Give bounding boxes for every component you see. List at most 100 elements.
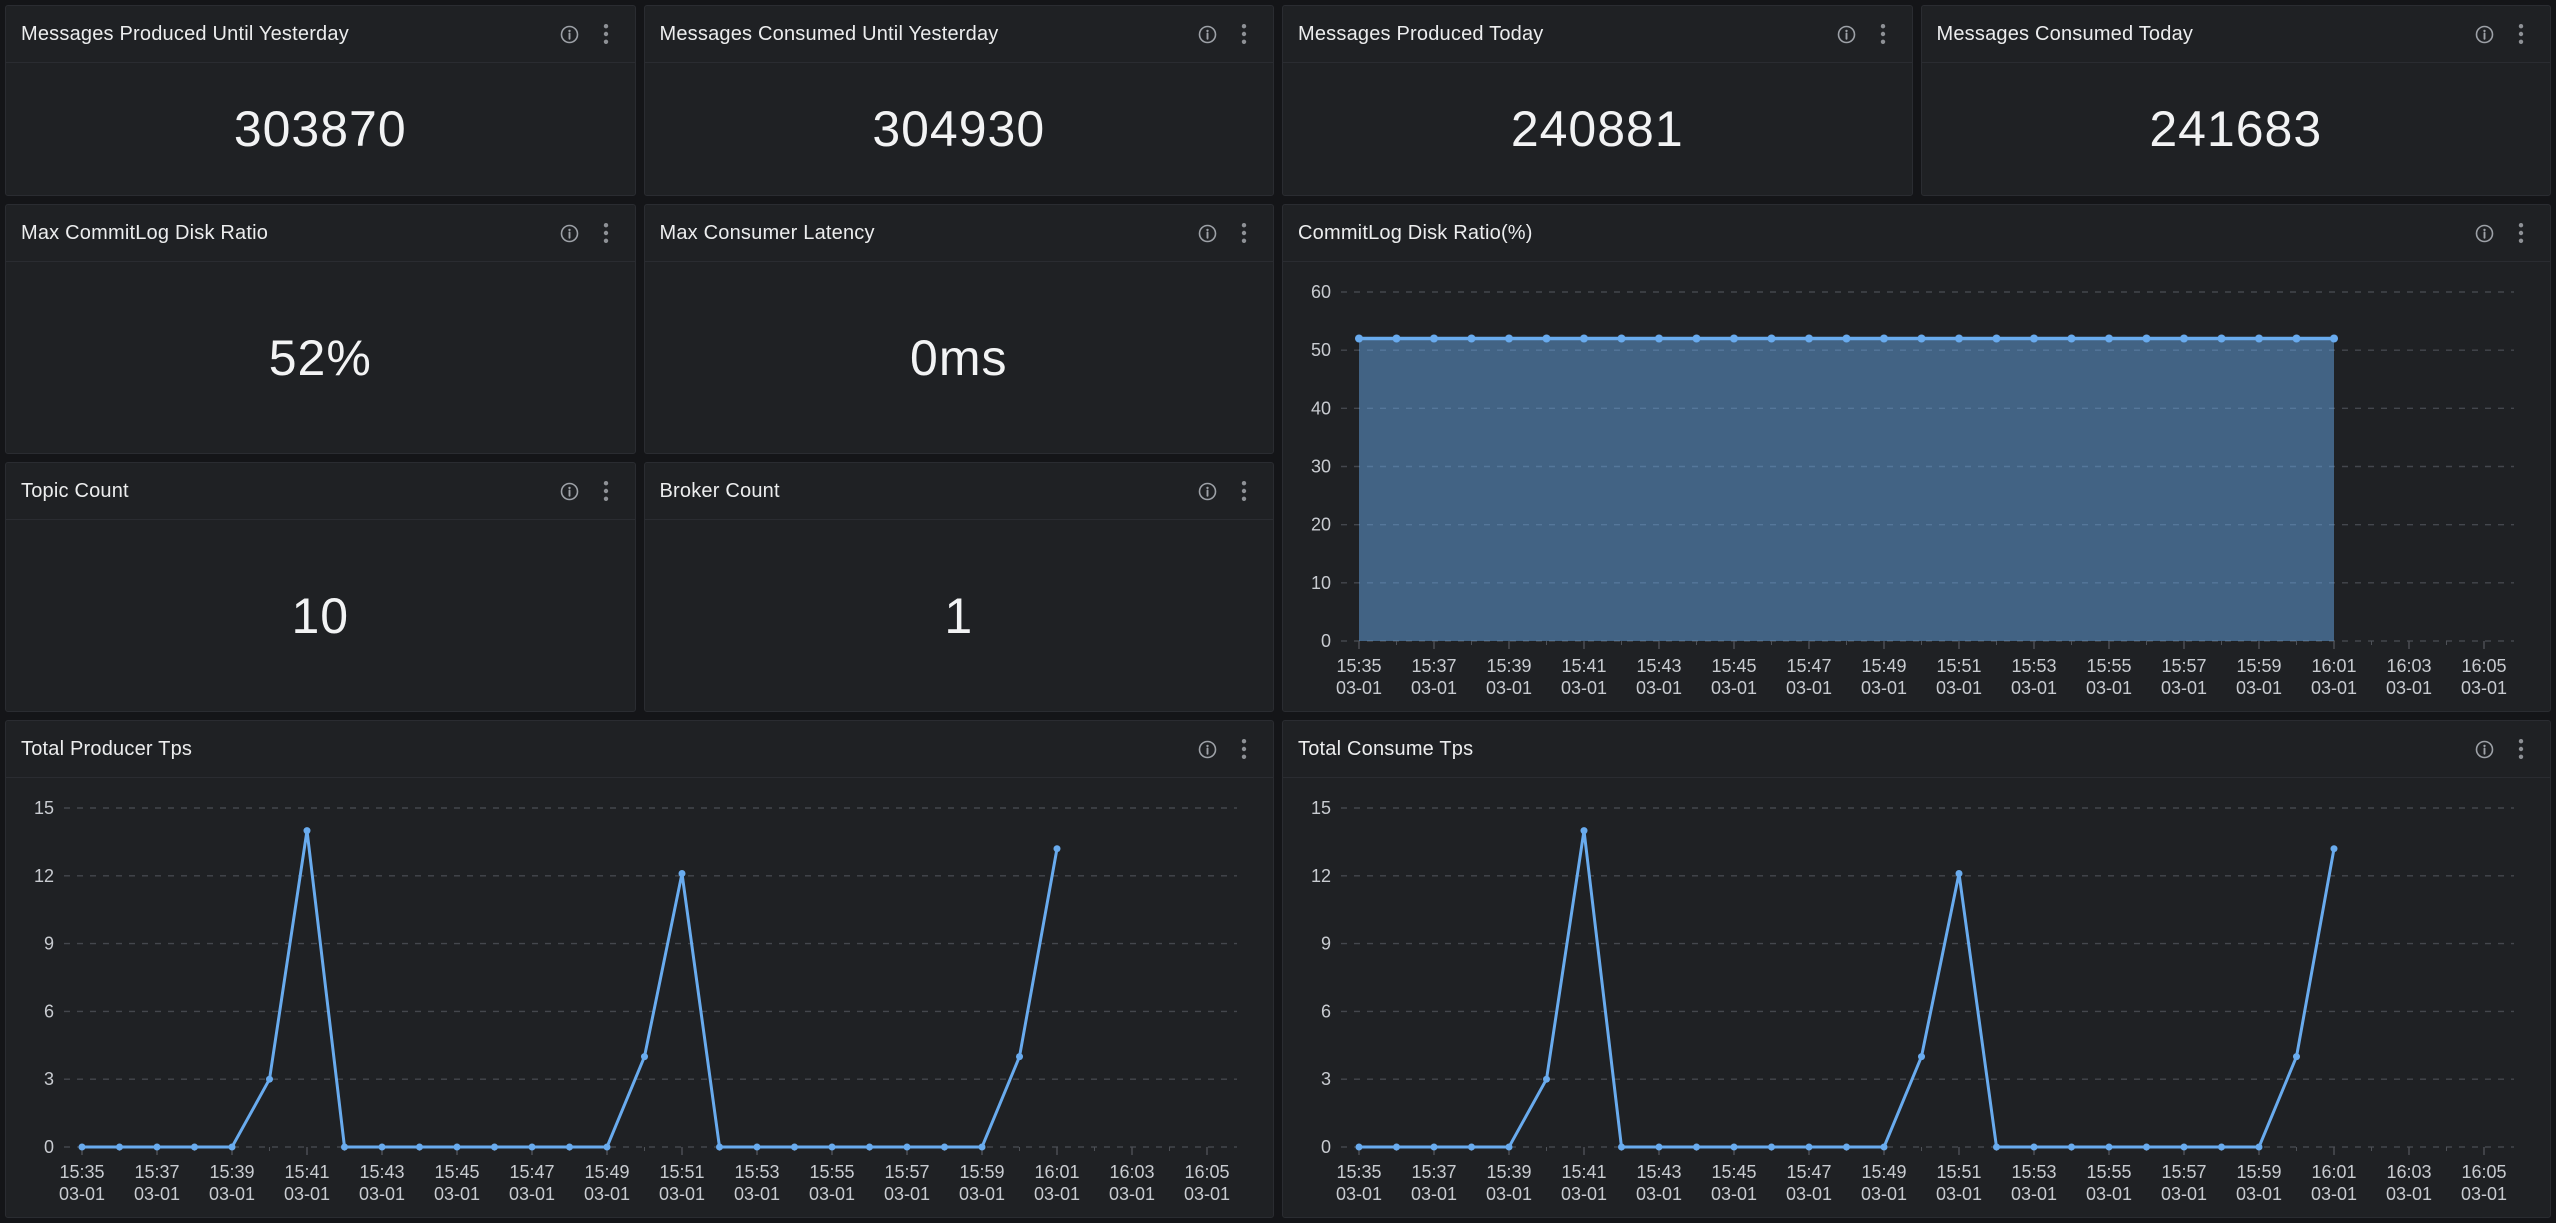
svg-text:03-01: 03-01 xyxy=(734,1184,780,1204)
svg-text:15:49: 15:49 xyxy=(1861,656,1906,676)
svg-text:15:35: 15:35 xyxy=(1336,1162,1381,1182)
stat-panel-max-commitlog-disk-ratio: Max CommitLog Disk Ratio 52% xyxy=(5,204,636,454)
panel-actions xyxy=(2475,222,2524,244)
panel-title: Messages Produced Today xyxy=(1298,23,1544,46)
svg-text:15:57: 15:57 xyxy=(884,1162,929,1182)
panel-header[interactable]: Max Consumer Latency xyxy=(645,205,1274,262)
info-icon[interactable] xyxy=(560,482,579,501)
svg-text:15:43: 15:43 xyxy=(359,1162,404,1182)
svg-text:03-01: 03-01 xyxy=(959,1184,1005,1204)
commitlog-disk-ratio-chart[interactable]: 010203040506015:3503-0115:3703-0115:3903… xyxy=(1283,262,2550,711)
chart-panel-total-consume-tps: Total Consume Tps 0369121515:3503-0115:3… xyxy=(1282,720,2551,1218)
svg-text:03-01: 03-01 xyxy=(209,1184,255,1204)
info-icon[interactable] xyxy=(1198,224,1217,243)
svg-text:03-01: 03-01 xyxy=(884,1184,930,1204)
svg-text:03-01: 03-01 xyxy=(1786,678,1832,698)
stat-body: 1 xyxy=(645,520,1274,711)
svg-text:03-01: 03-01 xyxy=(284,1184,330,1204)
svg-text:03-01: 03-01 xyxy=(1711,678,1757,698)
stat-panel-topic-count: Topic Count 10 xyxy=(5,462,636,712)
stat-panel-produced-yesterday: Messages Produced Until Yesterday 303870 xyxy=(5,5,636,196)
stat-body: 303870 xyxy=(6,63,635,195)
svg-text:03-01: 03-01 xyxy=(1411,678,1457,698)
svg-text:15:35: 15:35 xyxy=(1336,656,1381,676)
svg-text:03-01: 03-01 xyxy=(1184,1184,1230,1204)
svg-text:03-01: 03-01 xyxy=(434,1184,480,1204)
stat-panel-produced-today: Messages Produced Today 240881 xyxy=(1282,5,1913,196)
kebab-menu-icon[interactable] xyxy=(1241,738,1247,760)
svg-text:50: 50 xyxy=(1311,340,1331,360)
svg-text:15:43: 15:43 xyxy=(1636,1162,1681,1182)
panel-title: Max CommitLog Disk Ratio xyxy=(21,222,268,245)
info-icon[interactable] xyxy=(1198,740,1217,759)
panel-header[interactable]: Total Consume Tps xyxy=(1283,721,2550,778)
total-producer-tps-chart[interactable]: 0369121515:3503-0115:3703-0115:3903-0115… xyxy=(6,778,1273,1217)
stat-value: 0ms xyxy=(910,333,1007,383)
svg-text:03-01: 03-01 xyxy=(1711,1184,1757,1204)
svg-text:16:03: 16:03 xyxy=(2386,1162,2431,1182)
panel-actions xyxy=(560,480,609,502)
svg-text:03-01: 03-01 xyxy=(2161,1184,2207,1204)
kebab-menu-icon[interactable] xyxy=(1241,23,1247,45)
svg-text:16:01: 16:01 xyxy=(2311,656,2356,676)
panel-header[interactable]: Messages Consumed Until Yesterday xyxy=(645,6,1274,63)
info-icon[interactable] xyxy=(560,224,579,243)
stat-panel-consumed-yesterday: Messages Consumed Until Yesterday 304930 xyxy=(644,5,1275,196)
svg-text:15:55: 15:55 xyxy=(809,1162,854,1182)
svg-text:03-01: 03-01 xyxy=(1486,1184,1532,1204)
panel-header[interactable]: Messages Produced Until Yesterday xyxy=(6,6,635,63)
info-icon[interactable] xyxy=(1198,482,1217,501)
svg-text:03-01: 03-01 xyxy=(2236,1184,2282,1204)
total-consume-tps-chart[interactable]: 0369121515:3503-0115:3703-0115:3903-0115… xyxy=(1283,778,2550,1217)
panel-header[interactable]: Broker Count xyxy=(645,463,1274,520)
panel-header[interactable]: Topic Count xyxy=(6,463,635,520)
kebab-menu-icon[interactable] xyxy=(603,23,609,45)
svg-text:15:45: 15:45 xyxy=(1711,1162,1756,1182)
svg-text:16:03: 16:03 xyxy=(1109,1162,1154,1182)
svg-text:16:03: 16:03 xyxy=(2386,656,2431,676)
stat-body: 0ms xyxy=(645,262,1274,453)
svg-text:0: 0 xyxy=(1321,1137,1331,1157)
panel-header[interactable]: Max CommitLog Disk Ratio xyxy=(6,205,635,262)
panel-header[interactable]: Total Producer Tps xyxy=(6,721,1273,778)
svg-text:03-01: 03-01 xyxy=(1109,1184,1155,1204)
panel-actions xyxy=(560,23,609,45)
info-icon[interactable] xyxy=(1837,25,1856,44)
info-icon[interactable] xyxy=(560,25,579,44)
kebab-menu-icon[interactable] xyxy=(1241,480,1247,502)
stat-value: 1 xyxy=(944,591,973,641)
info-icon[interactable] xyxy=(1198,25,1217,44)
svg-text:0: 0 xyxy=(44,1137,54,1157)
svg-text:15:39: 15:39 xyxy=(1486,656,1531,676)
svg-text:03-01: 03-01 xyxy=(2386,678,2432,698)
svg-text:03-01: 03-01 xyxy=(2086,1184,2132,1204)
panel-title: Messages Consumed Until Yesterday xyxy=(660,23,999,46)
info-icon[interactable] xyxy=(2475,25,2494,44)
kebab-menu-icon[interactable] xyxy=(603,480,609,502)
svg-text:16:01: 16:01 xyxy=(2311,1162,2356,1182)
svg-text:03-01: 03-01 xyxy=(2386,1184,2432,1204)
svg-text:15:43: 15:43 xyxy=(1636,656,1681,676)
kebab-menu-icon[interactable] xyxy=(603,222,609,244)
panel-header[interactable]: Messages Consumed Today xyxy=(1922,6,2551,63)
panel-header[interactable]: CommitLog Disk Ratio(%) xyxy=(1283,205,2550,262)
svg-text:10: 10 xyxy=(1311,573,1331,593)
panel-actions xyxy=(1198,222,1247,244)
kebab-menu-icon[interactable] xyxy=(1241,222,1247,244)
kebab-menu-icon[interactable] xyxy=(1880,23,1886,45)
info-icon[interactable] xyxy=(2475,740,2494,759)
svg-text:15:39: 15:39 xyxy=(209,1162,254,1182)
kebab-menu-icon[interactable] xyxy=(2518,23,2524,45)
svg-text:6: 6 xyxy=(1321,1001,1331,1021)
svg-text:15:47: 15:47 xyxy=(1786,1162,1831,1182)
panel-title: Topic Count xyxy=(21,480,129,503)
panel-header[interactable]: Messages Produced Today xyxy=(1283,6,1912,63)
svg-text:15:49: 15:49 xyxy=(584,1162,629,1182)
svg-text:03-01: 03-01 xyxy=(1861,678,1907,698)
info-icon[interactable] xyxy=(2475,224,2494,243)
panel-actions xyxy=(1198,480,1247,502)
kebab-menu-icon[interactable] xyxy=(2518,222,2524,244)
svg-text:03-01: 03-01 xyxy=(584,1184,630,1204)
kebab-menu-icon[interactable] xyxy=(2518,738,2524,760)
svg-text:15:51: 15:51 xyxy=(659,1162,704,1182)
